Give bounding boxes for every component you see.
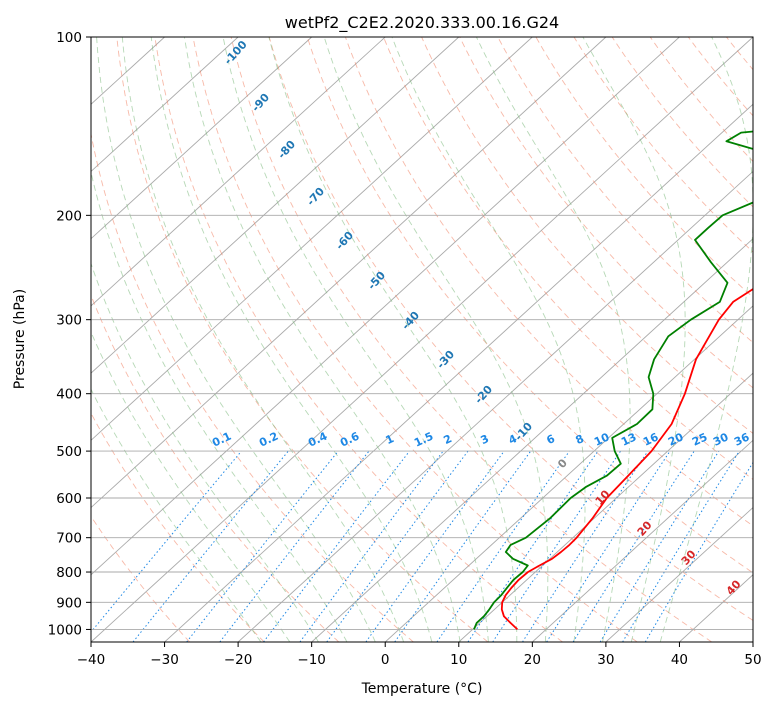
mixing-ratio-line [546, 450, 671, 642]
plot-area [91, 37, 753, 642]
isotherm-line [91, 37, 680, 576]
dry-adiabat-line [230, 37, 713, 642]
isotherm-line [605, 506, 753, 642]
dry-adiabat-line [344, 37, 753, 527]
mixing-ratio-label: 16 [641, 430, 661, 448]
x-tick-label: 50 [744, 652, 761, 668]
dry-adiabat-line [91, 412, 265, 642]
chart-title: wetPf2_C2E2.2020.333.00.16.G24 [285, 13, 559, 33]
y-tick-label: 300 [56, 313, 82, 329]
isotherm-line [311, 238, 753, 642]
y-tick-label: 400 [56, 387, 82, 403]
moist-adiabat-line [582, 37, 686, 642]
x-tick-label: 20 [524, 652, 541, 668]
mixing-ratio-line [132, 450, 289, 642]
dry-adiabat-line [268, 37, 753, 622]
y-tick-label: 200 [56, 208, 82, 224]
dry-adiabat-line [91, 515, 191, 642]
dry-adiabat-line [535, 37, 753, 298]
y-tick-label: 600 [56, 491, 82, 507]
y-tick-label: 500 [56, 444, 82, 460]
moist-adiabat-line [91, 262, 319, 642]
mixing-ratio-line [394, 450, 532, 642]
isotherm-line [91, 37, 313, 240]
dry-adiabat-line [116, 37, 489, 642]
isotherm-line [91, 37, 239, 173]
moist-adiabat-line [323, 37, 549, 642]
y-tick-label: 1000 [48, 622, 82, 638]
isotherm-line [164, 103, 753, 642]
moist-adiabat-line [659, 37, 753, 642]
y-tick-label: 700 [56, 531, 82, 547]
x-tick-label: −30 [150, 652, 179, 668]
mixing-ratio-line [572, 450, 695, 642]
x-tick-label: −10 [297, 652, 326, 668]
dry-adiabat-line [91, 131, 414, 642]
moist-adiabat-line [91, 388, 262, 642]
mixing-ratio-line [186, 450, 339, 642]
isotherm-line [91, 37, 607, 509]
y-tick-label: 100 [56, 30, 82, 46]
mixing-ratio-label: 20 [666, 430, 686, 448]
moist-adiabat-line [91, 330, 291, 642]
mixing-ratio-line [91, 450, 242, 633]
mixing-ratio-label: 25 [690, 430, 709, 448]
moist-adiabat-line [150, 37, 433, 642]
mixing-ratio-label: 30 [711, 430, 731, 448]
x-tick-label: 30 [597, 652, 614, 668]
x-tick-label: 10 [450, 652, 467, 668]
dry-adiabat-line [154, 37, 563, 642]
x-tick-label: 40 [671, 652, 688, 668]
moist-adiabat-line [183, 37, 461, 642]
isotherm-line [91, 37, 386, 307]
mixing-ratio-line [365, 450, 505, 642]
moist-adiabat-line [96, 37, 376, 642]
mixing-ratio-line [492, 450, 622, 642]
mixing-ratio-line [326, 450, 469, 642]
isotherm-line [91, 37, 753, 642]
y-tick-label: 800 [56, 565, 82, 581]
x-tick-label: 0 [381, 652, 390, 668]
moist-adiabat-line [121, 37, 405, 642]
mixing-ratio-line [622, 450, 740, 642]
mixing-ratio-label: 13 [619, 430, 638, 448]
mixing-ratio-line [599, 450, 720, 642]
moist-adiabat-line [91, 170, 348, 642]
moist-adiabat-line [222, 37, 489, 642]
mixing-ratio-label: 10 [592, 430, 612, 448]
mixing-ratio-label: 36 [732, 430, 752, 448]
isotherm-line [237, 170, 753, 642]
y-tick-label: 900 [56, 595, 82, 611]
isotherm-line [384, 305, 753, 642]
plot-frame [90, 36, 754, 643]
isotherm-line [91, 37, 460, 374]
moist-adiabat-line [475, 37, 631, 642]
x-axis-label: Temperature (°C) [361, 681, 483, 697]
y-axis-label: Pressure (hPa) [12, 289, 28, 389]
mixing-ratio-line [263, 450, 410, 642]
isotherm-line [91, 37, 533, 441]
isotherm-line [458, 372, 753, 642]
mixing-ratio-line [299, 450, 444, 642]
x-tick-label: −40 [77, 652, 106, 668]
mixing-ratio-line [436, 450, 570, 642]
mixing-ratio-line [467, 450, 599, 642]
temperature-profile-line [500, 288, 753, 631]
moist-adiabat-line [268, 37, 518, 642]
dry-adiabat-line [306, 37, 753, 574]
isotherm-line [531, 439, 753, 642]
mixing-ratio-line [522, 450, 649, 642]
x-tick-label: −20 [224, 652, 253, 668]
dewpoint-profile-line [473, 130, 753, 630]
